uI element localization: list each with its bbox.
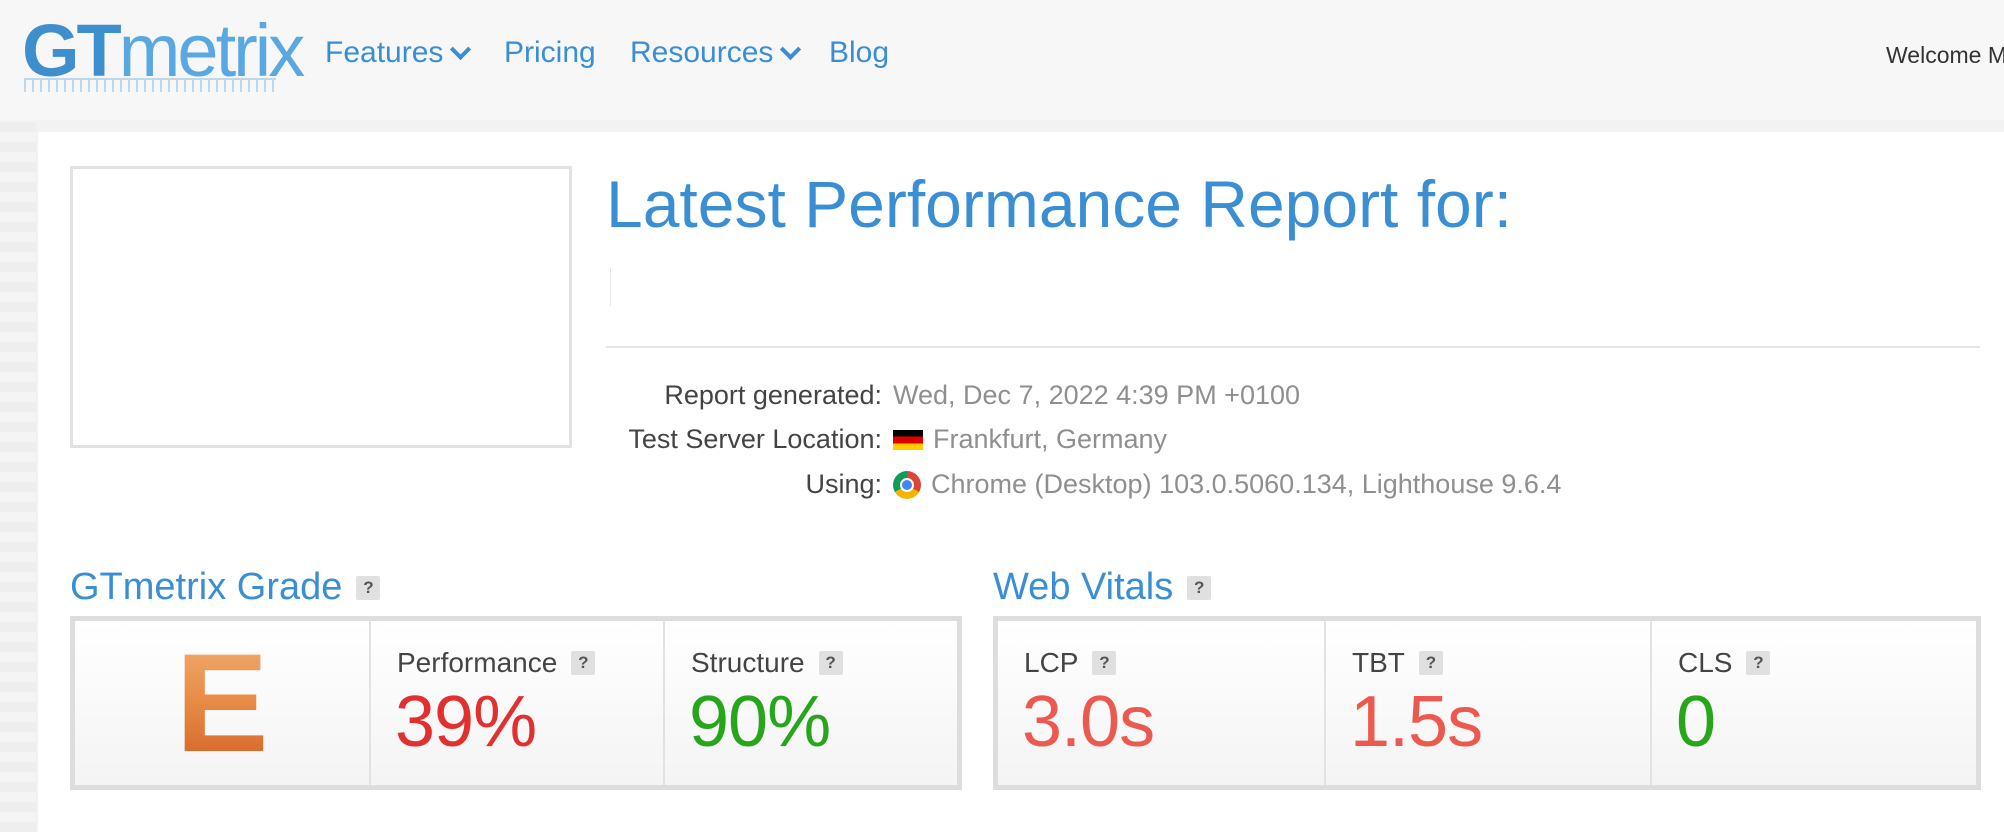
report-generated-label: Report generated: xyxy=(664,380,882,410)
tbt-label-row: TBT ? xyxy=(1352,647,1443,679)
nav-features[interactable]: Features xyxy=(325,36,472,70)
gtmetrix-logo[interactable]: GTmetrix xyxy=(22,14,305,94)
info-row-using: Using: xyxy=(600,469,882,505)
report-generated-value: Wed, Dec 7, 2022 4:39 PM +0100 xyxy=(893,380,1301,410)
help-icon[interactable]: ? xyxy=(818,651,843,675)
using-value: Chrome (Desktop) 103.0.5060.134, Lightho… xyxy=(893,469,1561,500)
web-vitals-heading: Web Vitals ? xyxy=(993,566,1212,609)
divider xyxy=(606,346,1980,348)
nav-blog[interactable]: Blog xyxy=(829,36,889,70)
chevron-down-icon xyxy=(780,38,802,60)
structure-cell: Structure ? 90% xyxy=(663,621,957,785)
server-location-label: Test Server Location: xyxy=(628,424,882,454)
performance-label: Performance xyxy=(397,647,558,678)
performance-value: 39% xyxy=(395,682,537,762)
server-location-text: Frankfurt, Germany xyxy=(933,424,1168,454)
gtmetrix-grade-card: E Performance ? 39% Structure ? 90% xyxy=(70,616,962,790)
grade-letter-cell: E xyxy=(75,621,369,785)
germany-flag-icon xyxy=(893,429,923,450)
help-icon[interactable]: ? xyxy=(1746,651,1771,675)
lcp-value: 3.0s xyxy=(1022,682,1155,762)
info-row-server-location: Test Server Location: xyxy=(600,424,882,460)
site-header: GTmetrix Features Pricing Resources Blog… xyxy=(0,0,2004,120)
nav-resources[interactable]: Resources xyxy=(630,36,802,70)
gtmetrix-grade-heading: GTmetrix Grade ? xyxy=(70,566,381,609)
cls-cell: CLS ? 0 xyxy=(1650,621,1976,785)
lcp-cell: LCP ? 3.0s xyxy=(998,621,1324,785)
server-location-value: Frankfurt, Germany xyxy=(893,424,1167,455)
tbt-value: 1.5s xyxy=(1350,682,1483,762)
nav-pricing[interactable]: Pricing xyxy=(504,36,596,70)
help-icon[interactable]: ? xyxy=(1418,651,1443,675)
nav-resources-label: Resources xyxy=(630,36,774,69)
lcp-label-row: LCP ? xyxy=(1024,647,1117,679)
performance-cell: Performance ? 39% xyxy=(369,621,663,785)
background-pattern xyxy=(0,120,36,832)
logo-ruler-decoration xyxy=(24,78,276,92)
using-text: Chrome (Desktop) 103.0.5060.134, Lightho… xyxy=(931,469,1562,499)
lcp-label: LCP xyxy=(1024,647,1079,678)
help-icon[interactable]: ? xyxy=(571,651,596,675)
help-icon[interactable]: ? xyxy=(1187,575,1212,600)
tbt-cell: TBT ? 1.5s xyxy=(1324,621,1650,785)
cls-label-row: CLS ? xyxy=(1678,647,1771,679)
structure-label: Structure xyxy=(691,647,805,678)
cls-label: CLS xyxy=(1678,647,1733,678)
nav-features-label: Features xyxy=(325,36,444,69)
structure-value: 90% xyxy=(689,682,831,762)
using-label: Using: xyxy=(805,469,882,499)
chrome-icon xyxy=(893,470,921,499)
logo-gt: GT xyxy=(22,9,122,92)
nav-blog-label: Blog xyxy=(829,36,890,69)
chevron-down-icon xyxy=(450,38,472,60)
tbt-label: TBT xyxy=(1352,647,1405,678)
report-url-placeholder xyxy=(610,268,611,306)
logo-metrix: metrix xyxy=(118,9,305,92)
info-row-report-generated: Report generated: xyxy=(600,380,882,416)
help-icon[interactable]: ? xyxy=(356,575,381,600)
web-vitals-card: LCP ? 3.0s TBT ? 1.5s CLS ? 0 xyxy=(993,616,1981,790)
nav-pricing-label: Pricing xyxy=(504,36,596,69)
cls-value: 0 xyxy=(1676,682,1716,762)
performance-label-row: Performance ? xyxy=(397,647,596,679)
structure-label-row: Structure ? xyxy=(691,647,843,679)
web-vitals-title: Web Vitals xyxy=(993,566,1174,608)
report-title: Latest Performance Report for: xyxy=(606,167,1513,241)
gtmetrix-grade-title: GTmetrix Grade xyxy=(70,566,343,608)
grade-letter: E xyxy=(75,621,369,785)
help-icon[interactable]: ? xyxy=(1092,651,1117,675)
page-screenshot-thumbnail[interactable] xyxy=(70,166,572,448)
welcome-user-menu[interactable]: Welcome Ma xyxy=(1886,42,2004,68)
